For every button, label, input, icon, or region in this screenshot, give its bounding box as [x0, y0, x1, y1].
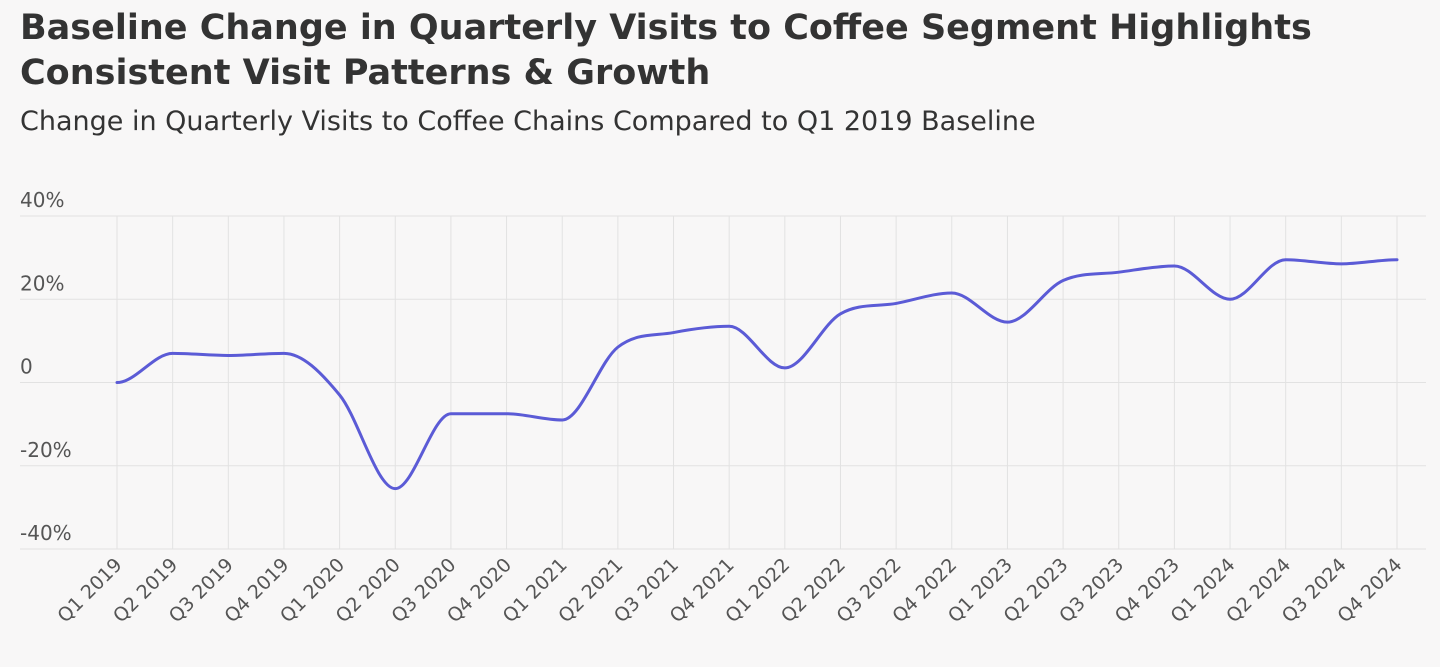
y-tick-label: -40% [20, 521, 72, 545]
y-tick-label: 40% [20, 188, 64, 212]
y-tick-label: 0 [20, 355, 33, 379]
y-tick-label: -20% [20, 438, 72, 462]
chart-subtitle: Change in Quarterly Visits to Coffee Cha… [20, 106, 1036, 137]
series-line [115, 258, 1399, 491]
x-gridlines [116, 216, 1398, 549]
y-gridlines [20, 215, 1426, 550]
y-axis-tick-labels: -40% -20% 0 20% 40% [20, 188, 72, 545]
series-group [115, 258, 1399, 491]
chart-title: Baseline Change in Quarterly Visits to C… [20, 8, 1312, 93]
y-tick-label: 20% [20, 271, 64, 295]
